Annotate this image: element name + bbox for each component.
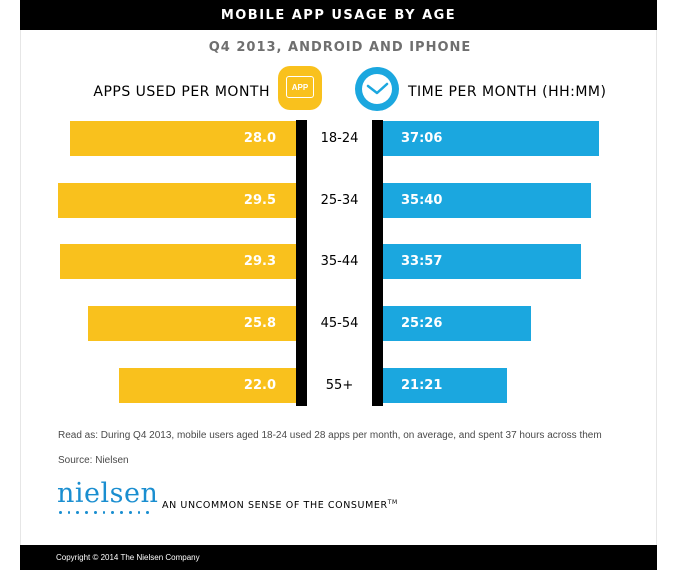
category-label-18-24: 18-24 xyxy=(320,131,359,146)
infographic-panel xyxy=(20,30,657,545)
nielsen-logo-text: nielsen xyxy=(57,478,159,509)
title-bar: MOBILE APP USAGE BY AGE xyxy=(20,0,657,30)
time-bar-18-24 xyxy=(383,121,599,156)
category-label-35-44: 35-44 xyxy=(320,254,359,269)
time-value-label-35-44: 33:57 xyxy=(401,254,443,269)
app-icon-label: APP xyxy=(286,76,314,98)
apps-bar-35-44 xyxy=(59,244,296,279)
apps-bar-55+ xyxy=(118,368,296,403)
apps-value-label-55+: 22.0 xyxy=(243,378,276,393)
time-bar-45-54 xyxy=(383,306,532,341)
time-bar-25-34 xyxy=(383,183,591,218)
time-value-label-45-54: 25:26 xyxy=(401,316,443,331)
chart-subtitle: Q4 2013, ANDROID AND IPHONE xyxy=(208,40,472,55)
source-note: Source: Nielsen xyxy=(58,455,129,466)
apps-bar-45-54 xyxy=(87,306,296,341)
category-label-25-34: 25-34 xyxy=(320,193,359,208)
clock-icon xyxy=(355,67,399,111)
time-bar-55+ xyxy=(383,368,508,403)
axis-divider-left xyxy=(296,120,307,406)
apps-value-label-45-54: 25.8 xyxy=(243,316,276,331)
apps-bar-25-34 xyxy=(58,183,296,218)
read-as-note: Read as: During Q4 2013, mobile users ag… xyxy=(58,430,602,441)
tagline: AN UNCOMMON SENSE OF THE CONSUMERTM xyxy=(162,499,398,511)
time-value-label-18-24: 37:06 xyxy=(401,131,443,146)
trademark-mark: TM xyxy=(387,499,398,506)
time-bar-35-44 xyxy=(383,244,581,279)
apps-value-label-25-34: 29.5 xyxy=(243,193,276,208)
app-icon: APP xyxy=(278,66,322,110)
time-value-label-55+: 21:21 xyxy=(401,378,443,393)
axis-divider-right xyxy=(372,120,383,406)
nielsen-logo: nielsen xyxy=(57,478,159,520)
copyright-text: Copyright © 2014 The Nielsen Company xyxy=(56,553,200,562)
chart-title: MOBILE APP USAGE BY AGE xyxy=(220,7,457,23)
category-label-45-54: 45-54 xyxy=(320,316,359,331)
time-value-label-25-34: 35:40 xyxy=(401,193,443,208)
nielsen-logo-dots xyxy=(57,511,150,514)
apps-series-label: APPS USED PER MONTH xyxy=(93,84,270,100)
time-series-label: TIME PER MONTH (HH:MM) xyxy=(408,84,607,100)
footer-bar: Copyright © 2014 The Nielsen Company xyxy=(20,545,657,570)
apps-value-label-35-44: 29.3 xyxy=(243,254,276,269)
category-label-55+: 55+ xyxy=(325,378,354,393)
apps-bar-18-24 xyxy=(70,121,296,156)
tagline-text: AN UNCOMMON SENSE OF THE CONSUMER xyxy=(162,500,388,512)
apps-value-label-18-24: 28.0 xyxy=(243,131,276,146)
